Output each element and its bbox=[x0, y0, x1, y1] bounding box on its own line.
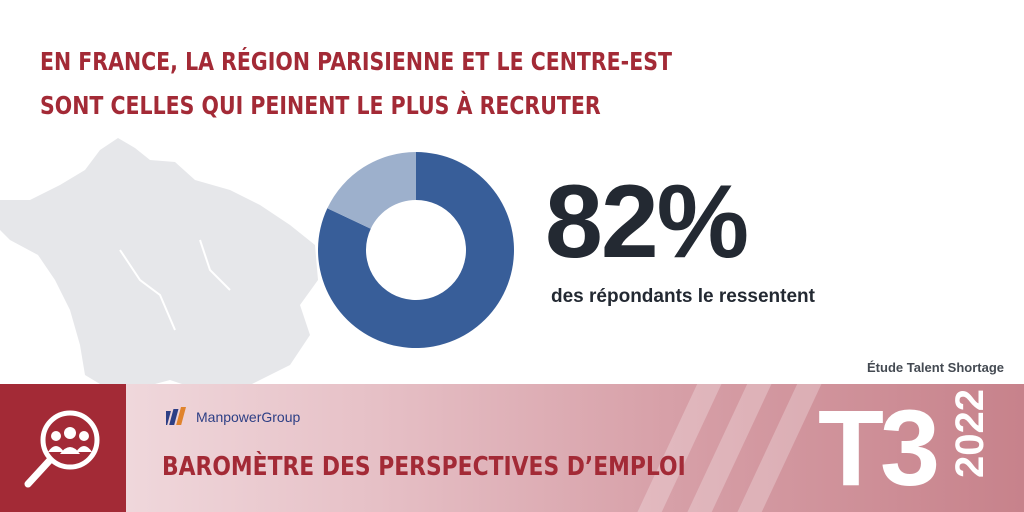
magnifier-people-icon bbox=[24, 410, 100, 488]
stat-value: 82% bbox=[545, 164, 749, 280]
donut-chart bbox=[318, 152, 514, 348]
footer-title: BAROMÈTRE DES PERSPECTIVES D’EMPLOI bbox=[162, 452, 686, 482]
year-label: 2022 bbox=[948, 389, 992, 478]
headline-line-1: EN FRANCE, LA RÉGION PARISIENNE ET LE CE… bbox=[40, 47, 672, 76]
headline: EN FRANCE, LA RÉGION PARISIENNE ET LE CE… bbox=[40, 40, 672, 128]
manpower-logo-icon bbox=[166, 407, 186, 425]
france-map-silhouette bbox=[0, 138, 318, 390]
footer-decorative-stripes bbox=[637, 384, 822, 512]
footer-icon-block bbox=[0, 384, 126, 512]
headline-line-2: SONT CELLES QUI PEINENT LE PLUS À RECRUT… bbox=[40, 91, 601, 120]
donut-slice-2 bbox=[327, 152, 416, 229]
footer-banner: ManpowerGroup BAROMÈTRE DES PERSPECTIVES… bbox=[0, 384, 1024, 512]
stat-caption: des répondants le ressentent bbox=[551, 286, 815, 307]
source-label: Étude Talent Shortage bbox=[867, 360, 1004, 375]
donut-slice-1 bbox=[318, 152, 514, 348]
brand: ManpowerGroup bbox=[166, 407, 300, 427]
quarter-label: T3 bbox=[818, 387, 940, 508]
brand-name: ManpowerGroup bbox=[196, 409, 301, 425]
